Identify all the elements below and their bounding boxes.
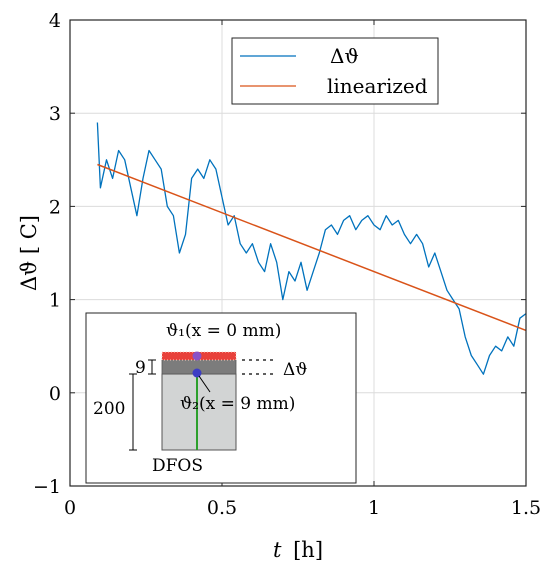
inset-dim-200-label: 200: [93, 399, 125, 419]
y-tick-label: 4: [49, 10, 61, 32]
inset-sensor-1-dot: [192, 351, 202, 361]
legend-box: [231, 37, 439, 105]
series-line-linearized: [97, 163, 527, 332]
inset-theta1-label: ϑ₁(x = 0 mm): [166, 321, 281, 341]
x-axis-label: t [h]: [273, 538, 323, 562]
y-tick-label: −1: [33, 476, 61, 498]
y-tick-label: 1: [49, 290, 61, 312]
inset-theta2-leader: [198, 375, 211, 393]
x-axis-label-unit: [h]: [293, 538, 323, 562]
legend: Δϑ linearized: [231, 37, 439, 105]
inset-block: [161, 373, 237, 451]
axes-frame: [69, 19, 527, 487]
inset-dfos-label: DFOS: [152, 456, 203, 476]
legend-label-linearized: linearized: [327, 74, 428, 98]
x-axis-label-var: t: [273, 538, 282, 562]
y-axis-label: Δϑ [ C]: [17, 215, 41, 291]
inset-sensor-2-dot: [192, 368, 202, 378]
x-tick-label: 1.5: [511, 497, 541, 519]
series-line-delta-theta: [96, 122, 527, 375]
x-tick-label: 0.5: [207, 497, 237, 519]
y-tick-label: 3: [49, 103, 61, 125]
y-tick-label: 2: [49, 196, 61, 218]
series-layer: [96, 122, 527, 375]
x-tick-label: 0: [64, 497, 76, 519]
inset-diagram: Δϑ ϑ₁(x = 0 mm) ϑ₂(x = 9 mm) 9 200 DFOS: [85, 312, 357, 484]
x-tick-label: 1: [368, 497, 380, 519]
y-tick-label: 0: [49, 383, 61, 405]
inset-delta-label: Δϑ: [283, 360, 307, 380]
inset-dim-9-label: 9: [135, 358, 146, 378]
legend-label-delta-theta: Δϑ: [330, 44, 359, 68]
inset-theta2-label: ϑ₂(x = 9 mm): [180, 394, 295, 414]
